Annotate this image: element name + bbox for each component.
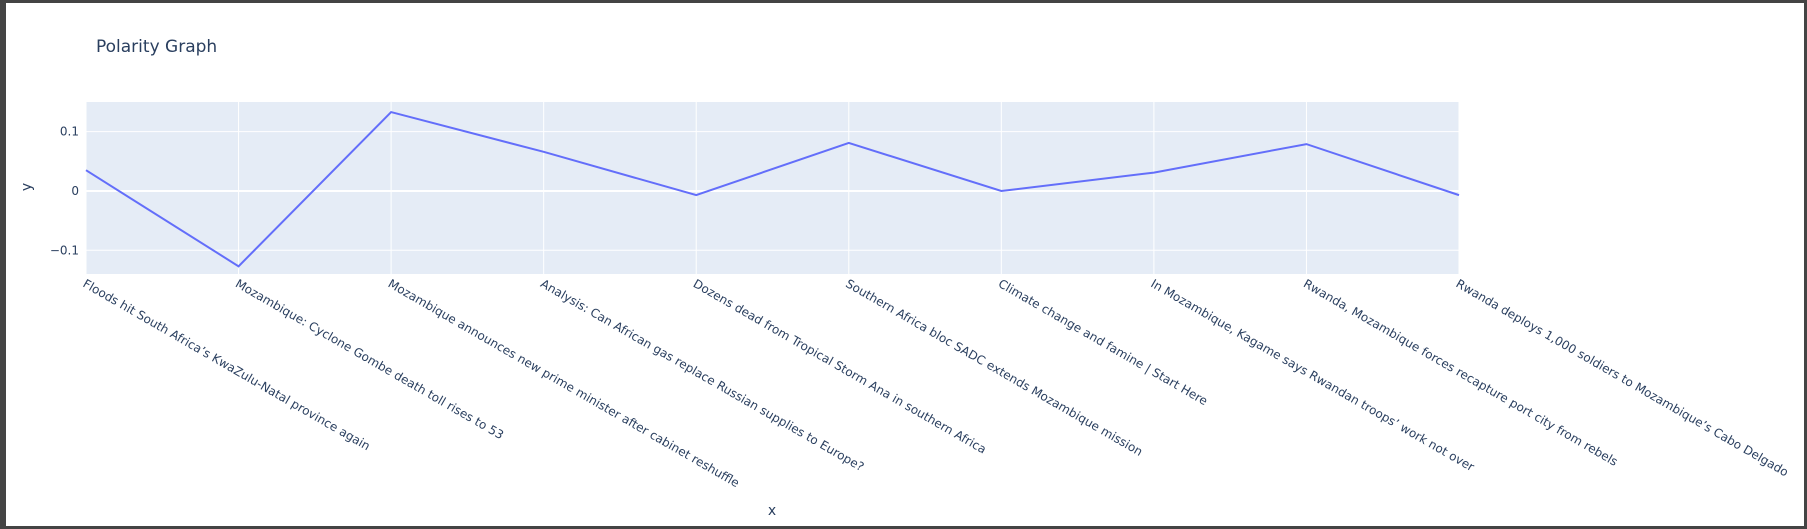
grid-lines <box>85 102 1460 274</box>
x-tick-label: In Mozambique, Kagame says Rwandan troop… <box>1148 276 1476 474</box>
x-tick-label: Floods hit South Africa’s KwaZulu-Natal … <box>81 276 373 453</box>
series-points <box>85 112 1460 267</box>
chart-title: Polarity Graph <box>96 37 217 57</box>
x-axis-title: x <box>768 503 776 519</box>
y-tick-label: −0.1 <box>50 243 79 257</box>
x-tick-label: Mozambique announces new prime minister … <box>386 276 742 490</box>
x-tick-label: Rwanda, Mozambique forces recapture port… <box>1301 276 1620 468</box>
y-axis-title: y <box>19 183 35 191</box>
y-tick-labels: −0.1 0 0.1 <box>50 125 79 258</box>
series-line <box>85 110 1460 268</box>
y-tick-label: 0 <box>71 184 79 198</box>
plot-area <box>86 102 1459 274</box>
x-tick-label: Rwanda deploys 1,000 soldiers to Mozambi… <box>1454 276 1791 479</box>
x-tick-label: Analysis: Can African gas replace Russia… <box>538 276 866 474</box>
y-tick-label: 0.1 <box>60 125 79 139</box>
x-tick-label: Mozambique: Cyclone Gombe death toll ris… <box>233 276 506 442</box>
x-tick-label: Dozens dead from Tropical Storm Ana in s… <box>691 276 989 456</box>
x-tick-label: Southern Africa bloc SADC extends Mozamb… <box>843 276 1145 458</box>
x-tick-labels: Floods hit South Africa’s KwaZulu-Natal … <box>81 276 1791 490</box>
